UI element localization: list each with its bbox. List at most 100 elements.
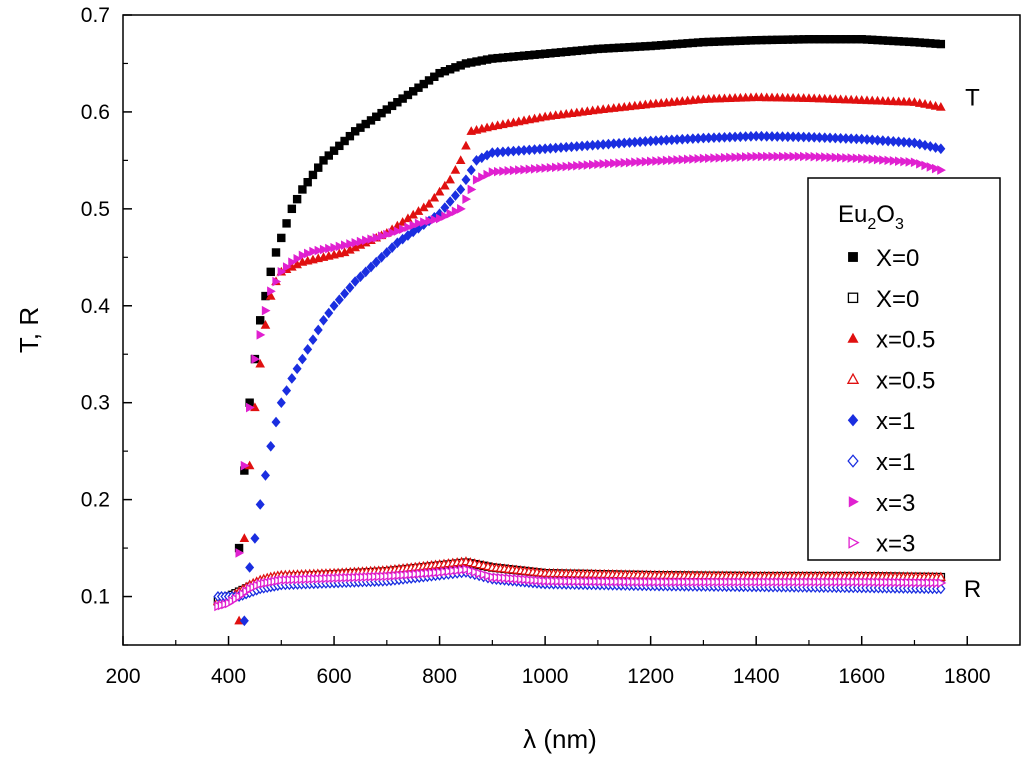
data-point — [604, 158, 614, 169]
y-tick-label: 0.7 — [81, 4, 110, 27]
data-point — [293, 253, 303, 264]
data-point — [303, 344, 313, 355]
data-point — [884, 155, 894, 166]
data-point — [920, 99, 930, 108]
data-point — [399, 224, 408, 234]
data-point — [567, 161, 577, 171]
data-point — [936, 39, 946, 49]
data-point — [325, 243, 334, 254]
legend-label: x=1 — [876, 408, 915, 435]
data-point — [662, 155, 672, 166]
data-point — [277, 267, 287, 277]
data-point — [494, 166, 503, 177]
data-point — [742, 152, 751, 162]
data-point — [515, 165, 524, 175]
data-point — [773, 151, 783, 162]
data-point — [324, 307, 334, 319]
plot-frame — [122, 14, 1021, 646]
data-point — [636, 157, 646, 167]
data-point — [625, 157, 635, 168]
data-point — [414, 218, 424, 229]
data-point — [931, 163, 941, 174]
legend-box — [807, 177, 1001, 561]
x-tick-label: 1600 — [838, 665, 885, 688]
data-point — [479, 569, 490, 580]
data-point — [260, 320, 271, 329]
data-point — [409, 220, 419, 231]
data-point — [250, 533, 260, 544]
data-point — [736, 152, 746, 162]
data-point — [319, 156, 328, 165]
data-point — [925, 141, 935, 152]
data-point — [308, 170, 318, 180]
data-point — [440, 180, 450, 190]
data-point — [245, 562, 255, 573]
data-point — [314, 245, 324, 256]
data-point — [478, 172, 487, 182]
data-point — [261, 305, 271, 316]
data-point — [287, 373, 297, 384]
data-point — [747, 151, 757, 162]
data-point — [914, 98, 925, 107]
data-point — [266, 267, 275, 277]
data-point — [647, 156, 656, 167]
data-point — [434, 186, 445, 196]
data-point — [768, 151, 778, 162]
data-point — [235, 548, 245, 558]
data-point — [246, 402, 255, 413]
data-point — [615, 158, 625, 168]
data-point — [271, 248, 281, 257]
data-point — [456, 184, 466, 195]
data-point — [594, 159, 603, 170]
legend-item: x=0.5 — [846, 367, 935, 394]
data-point — [351, 237, 361, 248]
y-tick-label: 0.4 — [81, 295, 111, 318]
data-point — [314, 163, 323, 172]
data-point — [313, 324, 323, 336]
x-tick-label: 200 — [105, 665, 140, 688]
data-point — [445, 174, 455, 184]
data-point — [699, 153, 709, 164]
data-point — [356, 236, 366, 247]
data-point — [499, 166, 509, 177]
data-point — [444, 566, 454, 577]
data-point — [255, 499, 265, 510]
data-point — [435, 213, 445, 224]
data-point — [926, 162, 936, 172]
legend-title-part: Eu — [838, 201, 867, 228]
legend-title-part: O — [876, 201, 895, 228]
data-point — [483, 169, 493, 180]
data-point — [472, 174, 482, 185]
data-point — [335, 241, 345, 252]
data-point — [303, 177, 312, 187]
data-point — [449, 565, 459, 576]
data-point — [329, 300, 339, 312]
data-point — [552, 162, 561, 173]
data-point — [763, 151, 772, 162]
data-point — [451, 206, 461, 217]
data-point — [599, 159, 609, 169]
data-point — [800, 151, 809, 162]
legend-item: x=0.5 — [847, 327, 935, 354]
x-tick-label: 400 — [211, 665, 246, 688]
data-point — [429, 192, 440, 202]
data-point — [852, 153, 862, 164]
data-point — [610, 158, 619, 169]
data-point — [440, 566, 450, 577]
data-point — [836, 152, 846, 163]
data-point — [936, 101, 946, 111]
legend-marker — [848, 252, 858, 262]
legend-item: X=0 — [848, 245, 919, 272]
data-point — [265, 290, 276, 300]
y-tick-label: 0.1 — [81, 586, 110, 609]
data-point — [921, 160, 931, 171]
data-point — [930, 101, 941, 110]
data-point — [340, 288, 350, 299]
data-point — [297, 353, 307, 365]
data-point — [367, 234, 377, 244]
legend-title-subscript: 3 — [895, 216, 904, 233]
data-point — [420, 217, 429, 227]
x-tick-label: 600 — [317, 665, 352, 688]
data-point — [240, 460, 250, 471]
